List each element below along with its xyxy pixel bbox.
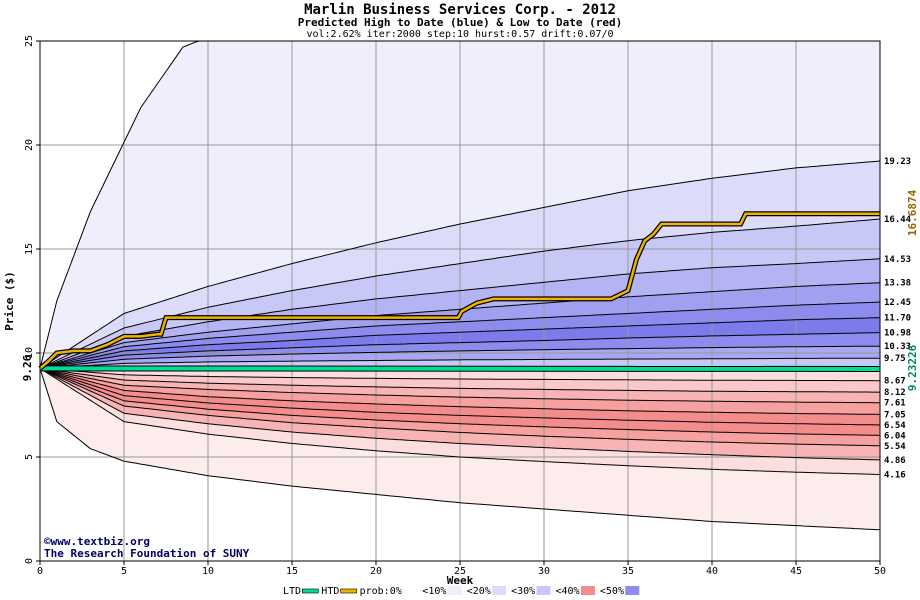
band-boundary-line: [39, 317, 881, 369]
y-tick-label: 5: [24, 454, 35, 460]
right-band-label: 13.38: [884, 279, 911, 289]
band-boundary-line: [39, 345, 881, 369]
x-tick-label: 25: [454, 566, 466, 577]
htd-ltd-paths: [38, 211, 881, 372]
right-band-labels: 19.23 16.44 14.53 13.38 12.45 11.70 10.98 10.33…: [884, 157, 912, 481]
band-boundary-line: [39, 218, 881, 369]
band-boundary-line: [39, 367, 881, 415]
x-tick-label: 15: [286, 566, 298, 577]
x-axis-ticks: 0 5 10 15 20 25 30 35 40 45 50: [37, 561, 886, 577]
legend-label: HTD: [321, 586, 339, 597]
legend-color-swatch: [403, 586, 418, 595]
band-boundary-line: [39, 367, 881, 426]
chart-title: Marlin Business Services Corp. - 2012: [304, 2, 616, 18]
high-band-5: [40, 302, 880, 369]
right-band-label: 8.12: [884, 388, 906, 398]
y-tick-label: 10: [24, 347, 35, 359]
band-boundary-line: [39, 258, 881, 369]
high-band-2: [40, 219, 880, 369]
x-tick-label: 20: [370, 566, 382, 577]
y-tick-label: 20: [24, 139, 35, 151]
band-boundary-line: [39, 160, 881, 369]
chart-subtitle: Predicted High to Date (blue) & Low to D…: [298, 16, 623, 29]
right-band-label: 4.86: [884, 456, 906, 466]
right-band-label: 4.16: [884, 471, 906, 481]
high-band-1: [40, 161, 880, 369]
legend-color-swatch: [536, 586, 551, 595]
legend-line-swatch: [301, 588, 319, 594]
band-boundary-line: [39, 40, 208, 369]
x-tick-label: 35: [622, 566, 634, 577]
low-band-9: [40, 368, 880, 530]
legend-color-swatch: [580, 586, 595, 595]
x-tick-label: 40: [706, 566, 718, 577]
x-axis-label: Week: [447, 574, 474, 587]
ltd-end-value: 9.23226: [906, 344, 919, 391]
band-boundary-line: [39, 282, 881, 369]
legend-label: prob:0%: [360, 586, 402, 597]
low-band-3: [40, 368, 880, 415]
band-lines: [39, 40, 881, 531]
band-boundary-line: [39, 357, 880, 369]
legend-label: <20%: [467, 586, 491, 597]
right-band-label: 5.54: [884, 442, 906, 452]
x-tick-label: 45: [790, 566, 802, 577]
band-boundary-line: [39, 367, 881, 461]
x-tick-label: 0: [37, 566, 43, 577]
band-boundary-line: [39, 367, 880, 382]
legend: LTD HTD prob:0% <10% <20% <30% <40% <50%: [283, 586, 640, 597]
right-band-label: 12.45: [884, 298, 911, 308]
x-tick-label: 5: [121, 566, 127, 577]
legend-label: <50%: [600, 586, 624, 597]
x-tick-label: 10: [202, 566, 214, 577]
right-band-label: 6.04: [884, 431, 906, 441]
right-band-label: 10.98: [884, 329, 911, 339]
low-band-2: [40, 368, 880, 403]
right-band-label: 11.70: [884, 314, 911, 324]
right-band-label: 14.53: [884, 255, 911, 265]
x-tick-label: 30: [538, 566, 550, 577]
y-tick-label: 15: [24, 243, 35, 255]
legend-line-swatch: [340, 588, 357, 594]
credit-foundation: The Research Foundation of SUNY: [44, 547, 250, 560]
band-boundary-line: [39, 301, 881, 369]
htd-end-value: 16.6874: [906, 189, 919, 236]
band-boundary-line: [39, 367, 880, 393]
chart-params: vol:2.62% iter:2000 step:10 hurst:0.57 d…: [306, 29, 613, 40]
band-boundary-line: [39, 332, 881, 369]
high-band-4: [40, 282, 880, 369]
right-band-label: 7.61: [884, 399, 906, 409]
y-axis-ticks: 0 5 10 15 20 25: [24, 35, 40, 564]
legend-label: <30%: [511, 586, 535, 597]
band-boundary-line: [39, 367, 880, 404]
legend-label: <10%: [422, 586, 446, 597]
legend-color-swatch: [625, 586, 640, 595]
y-tick-label: 0: [24, 558, 35, 564]
legend-label: LTD: [283, 586, 301, 597]
legend-label: <40%: [556, 586, 580, 597]
x-tick-label: 50: [874, 566, 886, 577]
start-price-label: 9.26: [21, 354, 34, 381]
credit-website: ©www.textbiz.org: [44, 535, 150, 548]
high-band-6: [40, 317, 880, 369]
right-band-label: 9.75: [884, 354, 906, 364]
band-boundary-line: [39, 367, 881, 475]
ltd-path: [39, 366, 881, 371]
y-tick-label: 25: [24, 35, 35, 47]
right-band-label: 7.05: [884, 410, 906, 420]
right-band-label: 10.33: [884, 342, 911, 352]
legend-color-swatch: [492, 586, 507, 595]
high-band-3: [40, 258, 880, 369]
right-band-label: 19.23: [884, 157, 911, 167]
legend-color-swatch: [447, 586, 462, 595]
band-boundary-line: [39, 367, 881, 447]
right-band-label: 8.67: [884, 377, 906, 387]
htd-path: [39, 212, 880, 370]
y-axis-label: Price ($): [3, 271, 16, 331]
right-band-label: 6.54: [884, 421, 906, 431]
band-boundary-line: [39, 368, 881, 531]
band-boundary-line: [39, 367, 881, 436]
right-band-label: 16.44: [884, 215, 912, 225]
